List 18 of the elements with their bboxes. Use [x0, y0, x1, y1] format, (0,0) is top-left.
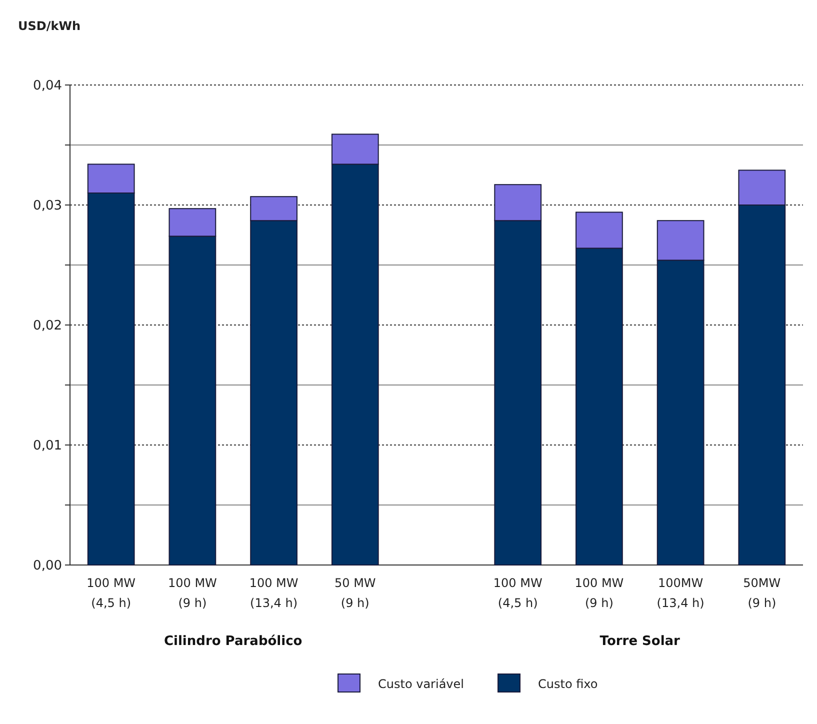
x-tick-label: 50 MW (9 h)	[334, 576, 376, 610]
legend-label: Custo fixo	[538, 677, 598, 691]
x-tick-label: 100MW (13,4 h)	[656, 576, 704, 610]
y-axis-title: USD/kWh	[18, 19, 80, 33]
x-tick-label: 100 MW (9 h)	[574, 576, 624, 610]
y-tick-label: 0,02	[33, 318, 62, 334]
x-tick-label: 50MW (9 h)	[743, 576, 781, 610]
y-tick-label: 0,01	[33, 438, 62, 454]
x-tick-label: 100 MW (4,5 h)	[86, 576, 136, 610]
text: Cilindro Parabólico	[164, 634, 302, 649]
x-tick-label: 100 MW (13,4 h)	[249, 576, 298, 610]
x-tick-label: 100 MW (9 h)	[168, 576, 218, 610]
legend-label: Custo variável	[378, 677, 464, 691]
text: Torre Solar	[600, 634, 681, 649]
y-tick-label: 0,04	[33, 78, 62, 94]
y-tick-label: 0,03	[33, 198, 62, 214]
y-tick-label: 0,00	[33, 558, 62, 574]
x-tick-label: 100 MW (4,5 h)	[493, 576, 542, 610]
